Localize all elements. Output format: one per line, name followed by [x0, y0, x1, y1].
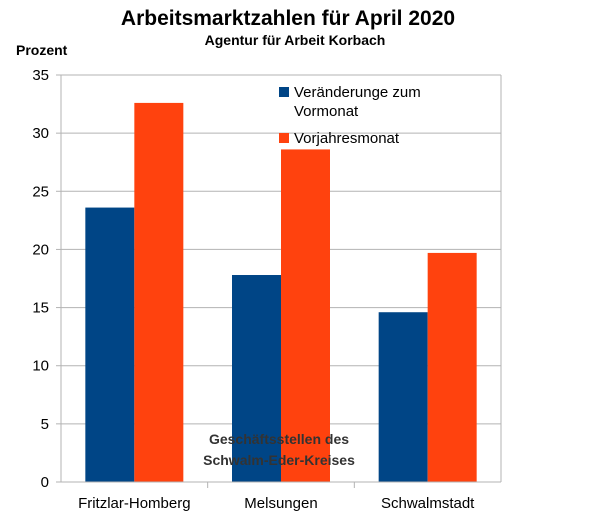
category-labels: Fritzlar-Homberg Melsungen Schwalmstadt — [78, 495, 475, 512]
y-tick-labels: 0 5 10 15 20 25 30 35 — [32, 67, 49, 491]
legend-label: Vorjahresmonat — [294, 130, 400, 147]
y-tick-label: 0 — [41, 474, 49, 491]
bar-0-0 — [85, 207, 135, 482]
y-axis-label: Prozent — [16, 42, 68, 58]
axes — [60, 75, 502, 488]
legend-label: Vormonat — [294, 103, 359, 120]
legend: Veränderunge zum Vormonat Vorjahresmonat — [279, 84, 421, 147]
y-tick-label: 20 — [32, 241, 49, 258]
bar-1-0 — [232, 275, 281, 482]
category-label: Melsungen — [244, 495, 317, 512]
annotation-line: Geschäftsstellen des — [209, 431, 349, 447]
legend-swatch — [279, 133, 289, 143]
category-label: Schwalmstadt — [381, 495, 475, 512]
bar-2-0 — [378, 312, 428, 482]
y-tick-label: 5 — [41, 416, 49, 433]
y-tick-label: 30 — [32, 125, 49, 142]
legend-label: Veränderunge zum — [294, 84, 421, 101]
chart-title: Arbeitsmarktzahlen für April 2020 — [121, 7, 455, 30]
category-label: Fritzlar-Homberg — [78, 495, 191, 512]
y-tick-label: 25 — [32, 183, 49, 200]
bars — [85, 102, 477, 482]
bar-2-1 — [427, 252, 477, 482]
chart-subtitle: Agentur für Arbeit Korbach — [205, 32, 386, 48]
annotation: Geschäftsstellen des Schwalm-Eder-Kreises — [203, 431, 355, 468]
annotation-line: Schwalm-Eder-Kreises — [203, 452, 355, 468]
legend-swatch — [279, 87, 289, 97]
y-tick-label: 15 — [32, 300, 49, 317]
bar-1-1 — [281, 149, 330, 482]
y-tick-label: 10 — [32, 358, 49, 375]
bar-0-1 — [134, 102, 184, 482]
y-tick-label: 35 — [32, 67, 49, 84]
